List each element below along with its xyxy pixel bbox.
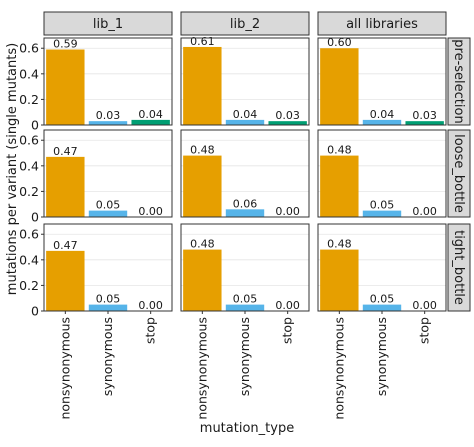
bar-stop <box>268 121 307 125</box>
bar-nonsynonymous <box>46 49 85 125</box>
x-tick-label: stop <box>143 317 158 344</box>
data-label: 0.05 <box>370 199 395 212</box>
bar-nonsynonymous <box>46 156 85 217</box>
facet-strip-row <box>447 129 471 218</box>
plot-area: lib_1 lib_2 all libraries pre-selection loos… <box>19 11 471 420</box>
data-label: 0.59 <box>53 38 78 51</box>
facet-col-label: lib_2 <box>230 17 260 32</box>
panel-border <box>180 37 310 126</box>
data-label: 0.05 <box>96 199 121 212</box>
data-label: 0.48 <box>190 144 215 157</box>
data-label: 0.61 <box>190 35 215 48</box>
y-tick-label: 0 <box>31 210 39 225</box>
data-label: 0.03 <box>96 109 121 122</box>
facet-row-label: loose_bottle <box>451 134 466 213</box>
bar-synonymous <box>362 304 402 311</box>
y-tick-label: 0.6 <box>19 133 39 148</box>
data-label: 0.05 <box>370 293 395 306</box>
y-tick-label: 0.4 <box>19 66 39 81</box>
x-tick-label: stop <box>280 317 295 344</box>
bar-synonymous <box>88 121 128 125</box>
data-label: 0.04 <box>233 108 258 121</box>
x-tick-label: synonymous <box>374 317 389 396</box>
y-tick-label: 0.2 <box>19 278 39 293</box>
facet-strip-row <box>447 37 471 126</box>
x-tick-label: synonymous <box>237 317 252 396</box>
data-label: 0.48 <box>190 238 215 251</box>
y-tick-label: 0.6 <box>19 41 39 56</box>
bar-synonymous <box>88 304 128 311</box>
y-axis-label: mutations per variant (single mutants) <box>5 43 20 295</box>
data-label: 0.04 <box>370 108 395 121</box>
data-label: 0.00 <box>412 205 437 218</box>
data-label: 0.48 <box>327 238 352 251</box>
bar-nonsynonymous <box>183 249 222 311</box>
panel-border <box>317 37 447 126</box>
panel-border <box>43 129 173 218</box>
data-label: 0.03 <box>412 109 437 122</box>
facet-row-label: tight_bottle <box>451 230 466 305</box>
data-label: 0.48 <box>327 144 352 157</box>
x-tick-label: nonsynonymous <box>57 317 72 420</box>
bar-nonsynonymous <box>320 48 359 126</box>
facet-row-label: pre-selection <box>451 39 466 123</box>
y-tick-label: 0.2 <box>19 92 39 107</box>
x-tick-label: synonymous <box>100 317 115 396</box>
bar-synonymous <box>362 210 402 217</box>
y-tick-label: 0 <box>31 304 39 319</box>
data-label: 0.05 <box>96 293 121 306</box>
bar-nonsynonymous <box>183 155 222 217</box>
data-label: 0.00 <box>275 205 300 218</box>
facet-col-label: lib_1 <box>93 17 123 32</box>
panel-border <box>317 129 447 218</box>
facet-strip-col <box>43 11 173 36</box>
facet-strip-col <box>317 11 447 36</box>
bar-synonymous <box>225 209 265 217</box>
bar-stop <box>405 121 444 125</box>
data-label: 0.47 <box>53 145 78 158</box>
x-tick-label: nonsynonymous <box>331 317 346 420</box>
y-tick-label: 0 <box>31 118 39 133</box>
x-tick-label: nonsynonymous <box>194 317 209 420</box>
data-label: 0.05 <box>233 293 258 306</box>
facet-strip-row <box>447 223 471 312</box>
y-tick-label: 0.2 <box>19 184 39 199</box>
facet-col-label: all libraries <box>346 17 418 32</box>
data-label: 0.00 <box>275 299 300 312</box>
y-tick-label: 0.6 <box>19 227 39 242</box>
y-tick-label: 0.4 <box>19 252 39 267</box>
bar-nonsynonymous <box>46 250 85 311</box>
data-label: 0.00 <box>138 299 163 312</box>
panel-border <box>180 129 310 218</box>
data-label: 0.00 <box>412 299 437 312</box>
bar-synonymous <box>88 210 128 217</box>
bar-stop <box>131 119 170 125</box>
bar-nonsynonymous <box>320 249 359 311</box>
data-label: 0.06 <box>233 197 258 210</box>
bar-synonymous <box>225 119 265 125</box>
data-label: 0.00 <box>138 205 163 218</box>
facet-strip-col <box>180 11 310 36</box>
bar-nonsynonymous <box>183 46 222 125</box>
y-tick-label: 0.4 <box>19 158 39 173</box>
data-label: 0.03 <box>275 109 300 122</box>
panel-border <box>43 37 173 126</box>
x-tick-label: stop <box>417 317 432 344</box>
bar-nonsynonymous <box>320 155 359 217</box>
data-label: 0.47 <box>53 239 78 252</box>
data-label: 0.60 <box>327 36 352 49</box>
bar-synonymous <box>225 304 265 311</box>
data-label: 0.04 <box>138 108 163 121</box>
bar-synonymous <box>362 119 402 125</box>
x-axis-label: mutation_type <box>200 421 294 436</box>
